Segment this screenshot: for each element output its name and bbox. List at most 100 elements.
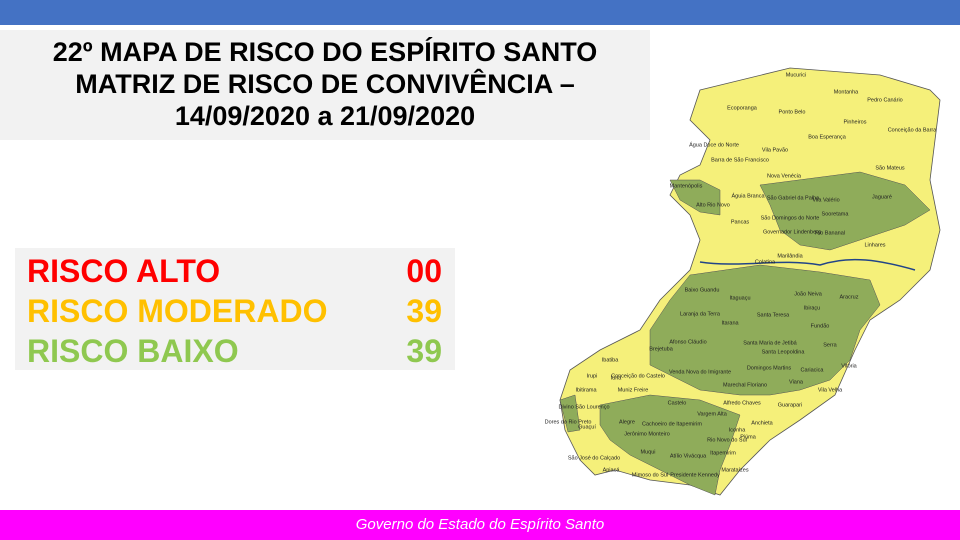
low-risk-region [599,394,741,496]
municipality-label: Ponto Belo [779,109,806,115]
municipality-label: Cachoeiro de Itapemirim [642,421,702,427]
municipality-label: Linhares [864,242,885,248]
risk-label: RISCO BAIXO [27,333,239,369]
risk-count: 39 [406,293,442,329]
municipality-label: São Mateus [875,165,905,171]
risk-count: 00 [406,253,442,289]
municipality-label: Itaguaçu [729,295,750,301]
municipality-label: Marataízes [721,467,748,473]
municipality-label: Jerônimo Monteiro [624,431,670,437]
top-bar [0,0,960,25]
municipality-label: Itarana [721,320,739,326]
municipality-label: Aracruz [840,294,859,300]
municipality-label: Itapemirim [710,450,736,456]
municipality-label: Vila Valério [812,197,839,203]
municipality-label: Domingos Martins [747,365,792,371]
municipality-label: Fundão [811,323,830,329]
low-risk-region [759,171,931,251]
municipality-label: Guarapari [778,402,802,408]
low-risk-region [559,394,581,433]
footer: Governo do Estado do Espírito Santo [0,510,960,540]
municipality-label: Marilândia [777,253,803,259]
municipality-label: João Neiva [794,291,822,297]
municipality-label: Boa Esperança [808,134,847,140]
map: Mucurici Montanha Pedro Canário Ecoporanga P… [545,67,941,496]
low-risk-region [669,179,721,216]
municipality-label: Colatina [755,259,776,265]
municipality-label: Ibatiba [602,357,619,363]
municipality-label: Marechal Floriano [723,382,767,388]
municipality-label: Mimoso do Sul [632,472,668,478]
municipality-label: Santa Maria de Jetibá [743,340,797,346]
municipality-label: Apiacá [603,467,621,473]
municipality-label: Viana [789,379,804,385]
legend-row: RISCO MODERADO 39 [27,293,442,331]
municipality-label: Ibitirama [575,387,597,393]
municipality-label: Águia Branca [731,192,765,199]
low-risk-region [649,264,881,396]
municipality-label: Laranja da Terra [680,311,721,317]
municipality-label: Alegre [619,419,635,425]
municipality-label: Presidente Kennedy [670,472,720,478]
municipality-label: Serra [823,342,837,348]
municipality-label: Alto Rio Novo [696,202,730,208]
municipality-label: Iúna [611,375,623,381]
municipality-label: Ecoporanga [727,105,758,111]
municipality-label: Rio Bananal [815,230,845,236]
municipality-label: Brejetuba [649,346,673,352]
river [699,258,916,271]
municipality-label: Vargem Alta [697,411,727,417]
legend-row: RISCO ALTO 00 [27,253,442,291]
municipality-label: Piúma [740,434,757,440]
municipality-label: Vitória [841,363,857,369]
municipality-label: Conceição do Castelo [611,373,665,379]
municipality-label: Divino São Lourenço [558,404,609,410]
municipality-label: Governador Lindenberg [763,229,821,235]
municipality-label: Muniz Freire [618,387,649,393]
legend: RISCO ALTO 00 RISCO MODERADO 39 RISCO BAIXO 3… [15,248,455,370]
municipality-label: Pinheiros [844,119,867,125]
municipality-label: Vila Pavão [762,147,788,153]
municipality-label: Alfredo Chaves [723,400,761,406]
municipality-label: Atílio Vivácqua [670,453,707,459]
municipality-label: Vila Velha [818,387,843,393]
municipality-label: São Domingos do Norte [761,215,820,221]
municipality-label: Castelo [668,400,687,406]
municipality-label: Mucurici [786,72,806,78]
municipality-label: Santa Leopoldina [762,349,806,355]
municipality-label: Mantenópolis [670,183,703,189]
title-line: 22º MAPA DE RISCO DO ESPÍRITO SANTO [52,37,598,67]
municipality-label: Muqui [641,449,656,455]
municipality-label: Água Doce do Norte [689,141,739,148]
municipality-label: Venda Nova do Imigrante [669,369,731,375]
municipality-label: São Gabriel da Palha [767,195,820,201]
municipality-label: Conceição da Barra [888,127,938,133]
municipality-label: Montanha [834,89,859,95]
municipality-label: Irupi [587,373,598,379]
municipality-label: Santa Teresa [757,312,790,318]
municipality-label: Pedro Canário [867,97,902,103]
municipality-label: Afonso Cláudio [669,339,706,345]
title-line: 14/09/2020 a 21/09/2020 [174,101,476,131]
municipality-label: Anchieta [751,420,773,426]
municipality-label: Cariacica [801,367,825,373]
municipality-label: Sooretama [822,211,850,217]
municipality-label: Iconha [729,427,746,433]
municipality-label: Nova Venécia [767,173,802,179]
municipality-label: Jaguaré [872,194,892,200]
title-box: 22º MAPA DE RISCO DO ESPÍRITO SANTO MATRI… [0,30,650,140]
risk-count: 39 [406,333,442,369]
municipality-label: Pancas [731,219,750,225]
municipality-label: Ibiraçu [804,305,821,311]
municipality-label: Baixo Guandu [685,287,720,293]
risk-label: RISCO ALTO [27,253,221,289]
municipality-label: Dores do Rio Preto [545,419,592,425]
title-line: MATRIZ DE RISCO DE CONVIVÊNCIA – [75,69,575,99]
municipality-label: Barra de São Francisco [711,157,769,163]
legend-row: RISCO BAIXO 39 [27,333,442,371]
municipality-label: São José do Calçado [568,455,620,461]
municipality-label: Guaçuí [578,424,596,430]
risk-label: RISCO MODERADO [27,293,328,329]
municipality-label: Rio Novo do Sul [707,437,747,443]
